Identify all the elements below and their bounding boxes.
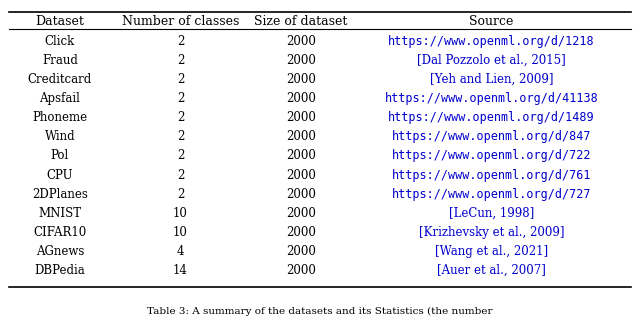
Text: 2000: 2000: [286, 264, 316, 277]
Text: 2000: 2000: [286, 73, 316, 86]
Text: https://www.openml.org/d/1489: https://www.openml.org/d/1489: [388, 111, 595, 124]
Text: [Auer et al., 2007]: [Auer et al., 2007]: [437, 264, 546, 277]
Text: 14: 14: [173, 264, 188, 277]
Text: Wind: Wind: [45, 131, 75, 143]
Text: [Dal Pozzolo et al., 2015]: [Dal Pozzolo et al., 2015]: [417, 54, 566, 67]
Text: 10: 10: [173, 207, 188, 220]
Text: 2: 2: [177, 188, 184, 201]
Text: 2000: 2000: [286, 54, 316, 67]
Text: [Krizhevsky et al., 2009]: [Krizhevsky et al., 2009]: [419, 226, 564, 239]
Text: 2: 2: [177, 149, 184, 162]
Text: 2000: 2000: [286, 149, 316, 162]
Text: Dataset: Dataset: [35, 15, 84, 28]
Text: Source: Source: [469, 15, 513, 28]
Text: [Yeh and Lien, 2009]: [Yeh and Lien, 2009]: [429, 73, 553, 86]
Text: 2000: 2000: [286, 245, 316, 258]
Text: 10: 10: [173, 226, 188, 239]
Text: https://www.openml.org/d/761: https://www.openml.org/d/761: [392, 168, 591, 182]
Text: 2: 2: [177, 54, 184, 67]
Text: 2000: 2000: [286, 188, 316, 201]
Text: Click: Click: [45, 35, 75, 48]
Text: https://www.openml.org/d/847: https://www.openml.org/d/847: [392, 131, 591, 143]
Text: Pol: Pol: [51, 149, 69, 162]
Text: https://www.openml.org/d/727: https://www.openml.org/d/727: [392, 188, 591, 201]
Text: https://www.openml.org/d/1218: https://www.openml.org/d/1218: [388, 35, 595, 48]
Text: CIFAR10: CIFAR10: [33, 226, 86, 239]
Text: https://www.openml.org/d/722: https://www.openml.org/d/722: [392, 149, 591, 162]
Text: AGnews: AGnews: [36, 245, 84, 258]
Text: Table 3: A summary of the datasets and its Statistics (the number: Table 3: A summary of the datasets and i…: [147, 307, 493, 316]
Text: 2000: 2000: [286, 168, 316, 182]
Text: 2: 2: [177, 73, 184, 86]
Text: 2000: 2000: [286, 207, 316, 220]
Text: 2: 2: [177, 92, 184, 105]
Text: MNIST: MNIST: [38, 207, 81, 220]
Text: 2000: 2000: [286, 35, 316, 48]
Text: https://www.openml.org/d/41138: https://www.openml.org/d/41138: [385, 92, 598, 105]
Text: 2000: 2000: [286, 226, 316, 239]
Text: Apsfail: Apsfail: [40, 92, 80, 105]
Text: 2000: 2000: [286, 131, 316, 143]
Text: 2DPlanes: 2DPlanes: [32, 188, 88, 201]
Text: Creditcard: Creditcard: [28, 73, 92, 86]
Text: [LeCun, 1998]: [LeCun, 1998]: [449, 207, 534, 220]
Text: 2: 2: [177, 168, 184, 182]
Text: [Wang et al., 2021]: [Wang et al., 2021]: [435, 245, 548, 258]
Text: CPU: CPU: [47, 168, 73, 182]
Text: 2: 2: [177, 35, 184, 48]
Text: Phoneme: Phoneme: [32, 111, 88, 124]
Text: DBPedia: DBPedia: [35, 264, 85, 277]
Text: Number of classes: Number of classes: [122, 15, 239, 28]
Text: Fraud: Fraud: [42, 54, 78, 67]
Text: 2: 2: [177, 131, 184, 143]
Text: 4: 4: [177, 245, 184, 258]
Text: Size of dataset: Size of dataset: [254, 15, 348, 28]
Text: 2: 2: [177, 111, 184, 124]
Text: 2000: 2000: [286, 92, 316, 105]
Text: 2000: 2000: [286, 111, 316, 124]
